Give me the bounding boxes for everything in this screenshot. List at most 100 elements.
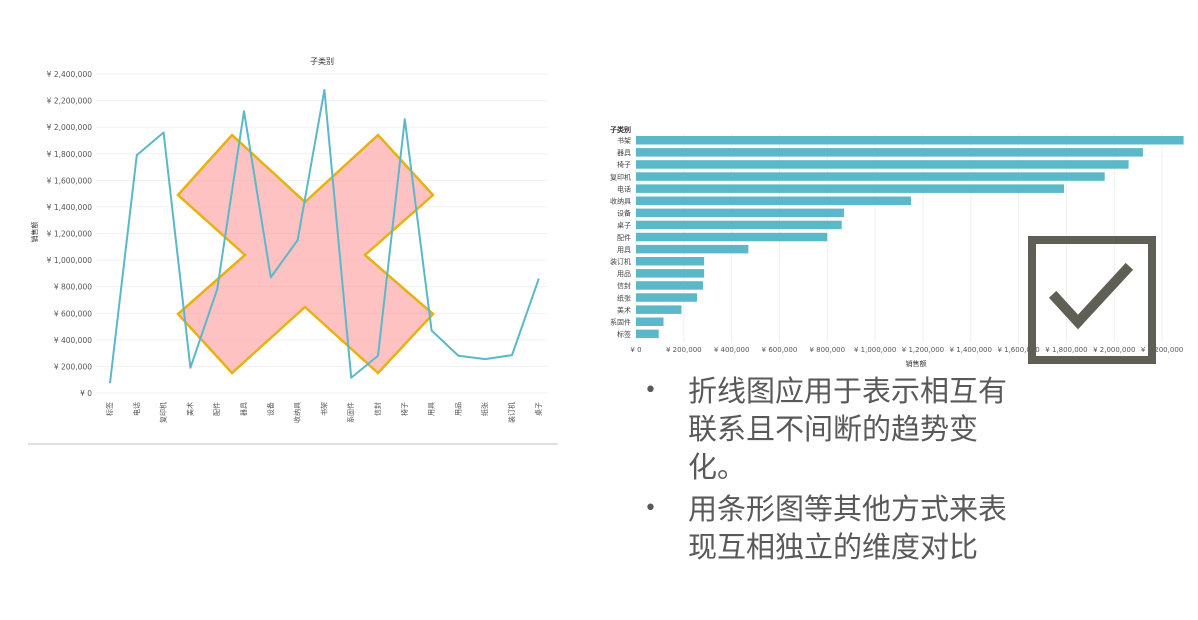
data-point — [377, 355, 379, 357]
data-point — [243, 110, 245, 112]
bar — [636, 208, 845, 218]
y-tick-label: ¥ 1,200,000 — [47, 230, 93, 239]
y-tick-label: ¥ 1,000,000 — [47, 256, 93, 265]
line-chart-x-ticks: 标签 电话 复印机 美术 配件 器具 设备 收纳具 书架 系固件 信封 椅子 用具 用品 纸张 装订机 桌子 — [105, 402, 543, 423]
data-point — [323, 89, 325, 91]
line-chart-y-ticks: ¥ 0 ¥ 200,000 ¥ 400,000 ¥ 600,000 ¥ 800,000 ¥… — [47, 70, 93, 398]
x-tick-label: 用具 — [428, 402, 436, 416]
bullet-dot-icon: • — [644, 496, 657, 521]
x-tick-label: 信封 — [373, 402, 382, 416]
y-tick-label: ¥ 0 — [80, 389, 92, 398]
bar — [636, 220, 842, 230]
x-tick-label: ¥ 200,000 — [666, 346, 702, 354]
bar-chart-x-ticks: ¥ 0 ¥ 200,000 ¥ 400,000 ¥ 600,000 ¥ 800,000 ¥… — [630, 346, 1183, 354]
y-tick-label: ¥ 1,600,000 — [47, 176, 93, 185]
line-chart-ylabel: 销售额 — [30, 222, 39, 243]
x-tick-label: ¥ 1,400,000 — [950, 346, 992, 354]
bar — [636, 172, 1105, 181]
category-label: 桌子 — [617, 221, 631, 230]
category-label: 器具 — [617, 149, 631, 157]
y-tick-label: ¥ 2,000,000 — [47, 123, 93, 132]
y-tick-label: ¥ 2,200,000 — [47, 97, 93, 106]
line-chart-title: 子类别 — [310, 56, 334, 66]
x-tick-label: ¥ 400,000 — [714, 346, 750, 354]
category-label: 复印机 — [610, 172, 631, 181]
x-tick-label: ¥ 0 — [630, 346, 641, 354]
x-tick-label: 电话 — [132, 402, 141, 416]
bar — [636, 196, 911, 205]
y-tick-label: ¥ 400,000 — [54, 336, 92, 345]
category-label: 设备 — [617, 209, 631, 218]
bullet-item: • 折线图应用于表示相互有联系且不间断的趋势变化。 — [640, 372, 1020, 486]
bullet-dot-icon: • — [644, 378, 657, 403]
bar — [636, 281, 703, 290]
category-label: 装订机 — [610, 257, 631, 266]
y-tick-label: ¥ 800,000 — [54, 283, 92, 292]
x-tick-label: 复印机 — [159, 402, 168, 423]
data-point — [297, 239, 299, 241]
y-tick-label: ¥ 1,400,000 — [47, 203, 93, 212]
category-label: 用品 — [617, 270, 631, 278]
x-tick-label: ¥ 2,200,000 — [1141, 346, 1183, 354]
bar — [636, 329, 659, 339]
x-tick-label: 设备 — [266, 402, 275, 416]
category-label: 椅子 — [617, 160, 631, 169]
data-point — [163, 131, 165, 133]
x-tick-label: 标签 — [105, 402, 114, 416]
category-label: 配件 — [617, 233, 631, 242]
x-tick-label: 装订机 — [507, 402, 516, 423]
data-point — [457, 355, 459, 357]
bar — [636, 293, 697, 302]
bar — [636, 257, 705, 266]
category-label: 纸张 — [617, 293, 631, 302]
category-label: 用具 — [617, 246, 631, 254]
y-tick-label: ¥ 600,000 — [54, 309, 92, 318]
bullet-item: • 用条形图等其他方式来表现互相独立的维度对比 — [640, 490, 1020, 566]
line-chart: 子类别 销售额 ¥ 0¥ 200,000¥ 400,000¥ 600,000¥ … — [28, 56, 558, 445]
data-point — [404, 118, 406, 120]
x-tick-label: ¥ 1,800,000 — [1045, 346, 1087, 354]
data-point — [270, 276, 272, 278]
x-tick-label: 椅子 — [400, 402, 409, 416]
category-label: 系固件 — [610, 318, 631, 327]
bar-chart-bars — [636, 136, 1184, 339]
bar — [636, 148, 1143, 157]
bullet-list: • 折线图应用于表示相互有联系且不间断的趋势变化。 • 用条形图等其他方式来表现… — [640, 372, 1020, 570]
data-point — [189, 367, 191, 369]
x-tick-label: ¥ 2,000,000 — [1093, 346, 1135, 354]
bar — [636, 305, 682, 314]
data-point — [136, 154, 138, 156]
x-tick-label: 桌子 — [534, 402, 543, 416]
category-label: 收纳具 — [610, 197, 631, 206]
data-point — [350, 377, 352, 379]
category-label: 标签 — [617, 330, 631, 339]
bar — [636, 160, 1129, 169]
data-point — [431, 330, 433, 332]
data-point — [484, 358, 486, 360]
category-label: 美术 — [617, 305, 631, 314]
x-tick-label: 收纳具 — [293, 402, 302, 423]
x-tick-label: ¥ 1,200,000 — [902, 346, 944, 354]
bullet-text: 用条形图等其他方式来表现互相独立的维度对比 — [688, 492, 1008, 564]
bar — [636, 244, 749, 254]
bar-chart: 子类别 销售额 书架器具椅子复印机电话收纳具设备桌子配件用具装订机用品信封纸张美… — [610, 125, 1184, 368]
bar-chart-title: 子类别 — [610, 125, 631, 134]
category-label: 书架 — [617, 136, 631, 145]
x-tick-label: 器具 — [240, 402, 248, 416]
x-tick-label: 书架 — [319, 402, 328, 416]
x-tick-label: 纸张 — [480, 402, 489, 416]
category-label: 电话 — [617, 184, 631, 193]
x-tick-label: 美术 — [185, 402, 194, 416]
line-chart-series — [109, 88, 540, 384]
check-mark-icon — [1028, 236, 1156, 364]
x-tick-label: 配件 — [212, 402, 221, 416]
data-point — [511, 354, 513, 356]
bar — [636, 136, 1184, 145]
x-tick-label: ¥ 600,000 — [762, 346, 798, 354]
bar — [636, 184, 1065, 193]
x-tick-label: ¥ 1,000,000 — [854, 346, 896, 354]
bar — [636, 232, 828, 242]
data-point — [538, 278, 540, 280]
data-point — [109, 382, 111, 384]
